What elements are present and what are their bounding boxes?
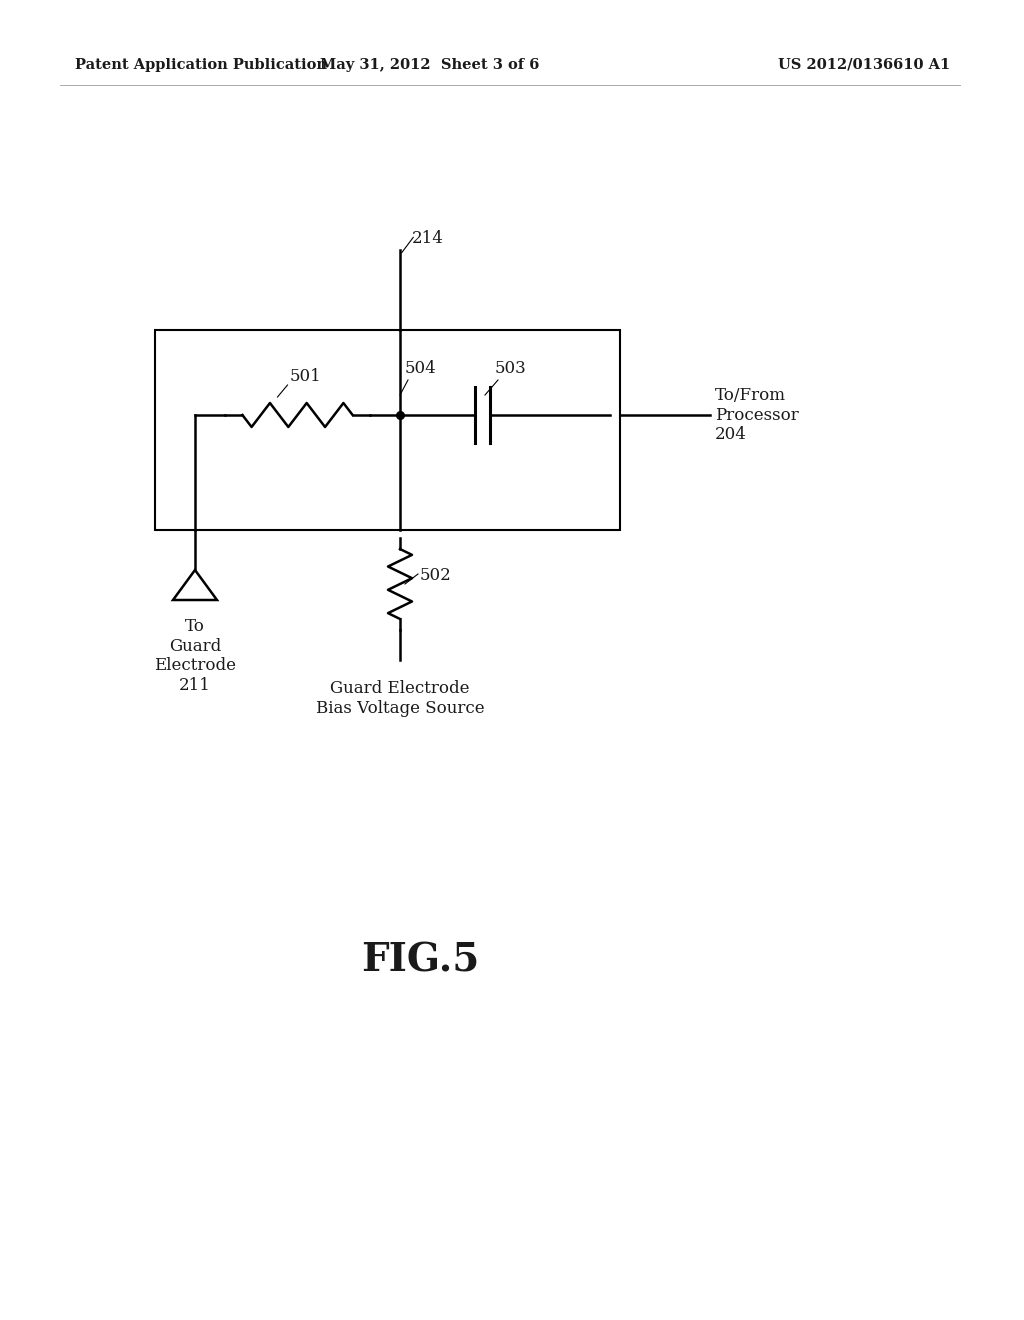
Text: To
Guard
Electrode
211: To Guard Electrode 211 [154,618,236,694]
Text: May 31, 2012  Sheet 3 of 6: May 31, 2012 Sheet 3 of 6 [321,58,540,73]
Text: 504: 504 [406,360,437,378]
Text: 502: 502 [420,568,452,585]
Text: FIG.5: FIG.5 [360,941,479,979]
Text: Patent Application Publication: Patent Application Publication [75,58,327,73]
Text: US 2012/0136610 A1: US 2012/0136610 A1 [778,58,950,73]
Text: To/From
Processor
204: To/From Processor 204 [715,387,799,444]
Text: 503: 503 [495,360,526,378]
Text: Guard Electrode
Bias Voltage Source: Guard Electrode Bias Voltage Source [315,680,484,717]
Bar [155,330,620,531]
Text: 214: 214 [412,230,443,247]
Text: 501: 501 [290,368,322,385]
